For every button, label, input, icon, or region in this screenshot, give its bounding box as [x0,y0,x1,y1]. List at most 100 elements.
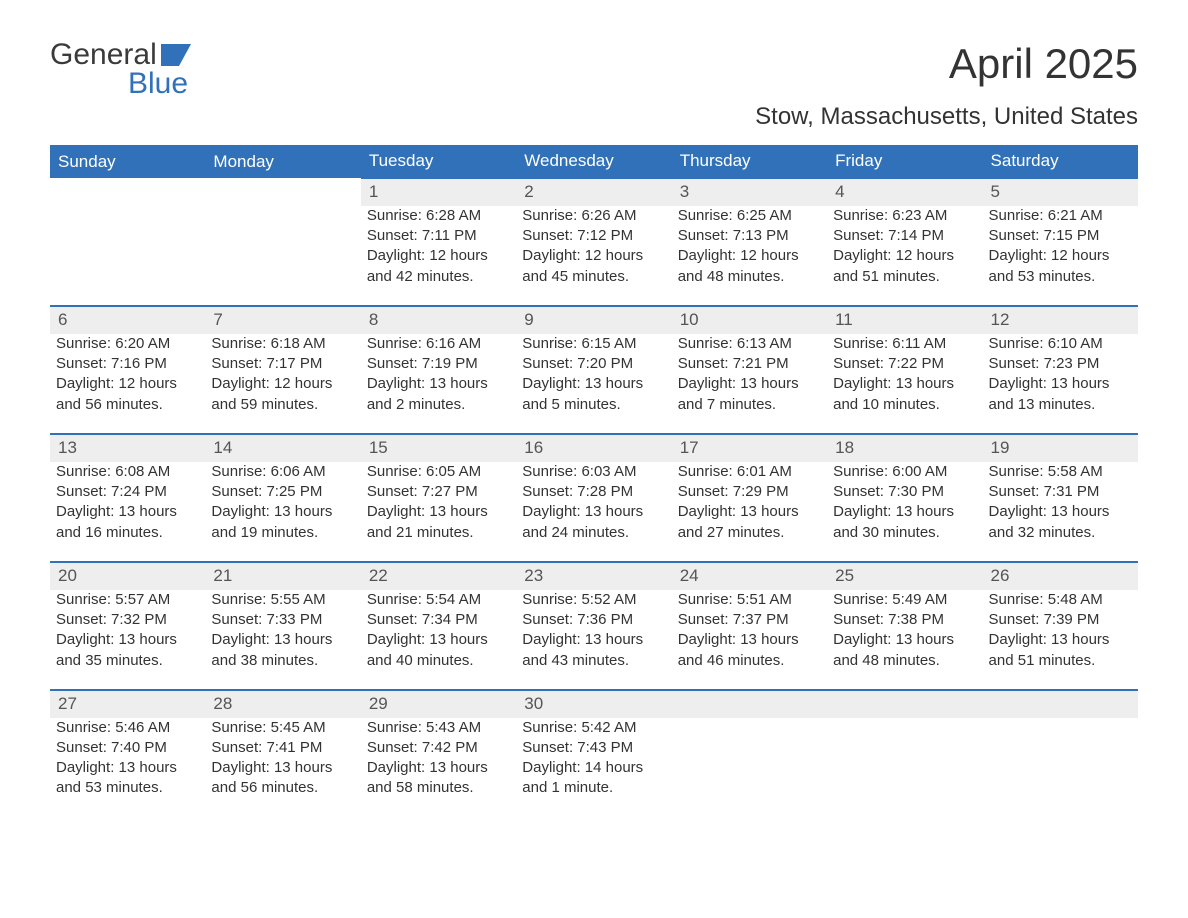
daylight-text: and 1 minute. [522,778,665,798]
day-number: 21 [213,566,232,585]
daynum-row: 6789101112 [50,306,1138,334]
day-detail-cell: Sunrise: 5:49 AMSunset: 7:38 PMDaylight:… [827,590,982,690]
day-number-cell [827,690,982,718]
day-number: 3 [680,182,689,201]
sunset-text: Sunset: 7:42 PM [367,738,510,758]
daylight-text: Daylight: 13 hours [678,502,821,522]
sunset-text: Sunset: 7:34 PM [367,610,510,630]
detail-row: Sunrise: 6:20 AMSunset: 7:16 PMDaylight:… [50,334,1138,434]
day-number-cell: 15 [361,434,516,462]
day-number-cell: 29 [361,690,516,718]
day-detail-cell [672,718,827,818]
sunset-text: Sunset: 7:13 PM [678,226,821,246]
logo-word-general: General [50,40,157,70]
day-number: 10 [680,310,699,329]
sunset-text: Sunset: 7:31 PM [989,482,1132,502]
day-number: 2 [524,182,533,201]
daylight-text: Daylight: 12 hours [56,374,199,394]
logo-word-blue: Blue [128,70,188,97]
sunset-text: Sunset: 7:30 PM [833,482,976,502]
day-number: 4 [835,182,844,201]
daylight-text: and 10 minutes. [833,395,976,415]
day-number-cell: 8 [361,306,516,334]
daylight-text: and 45 minutes. [522,267,665,287]
day-number-cell: 14 [205,434,360,462]
day-detail-cell: Sunrise: 6:05 AMSunset: 7:27 PMDaylight:… [361,462,516,562]
daylight-text: Daylight: 13 hours [989,374,1132,394]
daynum-row: 20212223242526 [50,562,1138,590]
day-detail-cell: Sunrise: 5:43 AMSunset: 7:42 PMDaylight:… [361,718,516,818]
day-number: 6 [58,310,67,329]
sunrise-text: Sunrise: 6:00 AM [833,462,976,482]
day-number: 12 [991,310,1010,329]
detail-row: Sunrise: 6:08 AMSunset: 7:24 PMDaylight:… [50,462,1138,562]
daylight-text: and 35 minutes. [56,651,199,671]
sunset-text: Sunset: 7:15 PM [989,226,1132,246]
day-detail-cell: Sunrise: 5:55 AMSunset: 7:33 PMDaylight:… [205,590,360,690]
weekday-header: Thursday [672,145,827,178]
day-number-cell: 23 [516,562,671,590]
sunrise-text: Sunrise: 5:54 AM [367,590,510,610]
daylight-text: and 51 minutes. [833,267,976,287]
sunset-text: Sunset: 7:39 PM [989,610,1132,630]
daylight-text: and 58 minutes. [367,778,510,798]
daylight-text: and 38 minutes. [211,651,354,671]
sunrise-text: Sunrise: 5:45 AM [211,718,354,738]
day-number-cell: 4 [827,178,982,206]
daylight-text: and 46 minutes. [678,651,821,671]
detail-row: Sunrise: 6:28 AMSunset: 7:11 PMDaylight:… [50,206,1138,306]
daylight-text: and 2 minutes. [367,395,510,415]
sunrise-text: Sunrise: 5:42 AM [522,718,665,738]
sunrise-text: Sunrise: 6:10 AM [989,334,1132,354]
day-number: 19 [991,438,1010,457]
day-detail-cell [827,718,982,818]
day-number-cell [983,690,1138,718]
daylight-text: Daylight: 14 hours [522,758,665,778]
day-number: 7 [213,310,222,329]
day-detail-cell: Sunrise: 6:26 AMSunset: 7:12 PMDaylight:… [516,206,671,306]
daylight-text: and 5 minutes. [522,395,665,415]
page-title: April 2025 [949,40,1138,88]
sunset-text: Sunset: 7:38 PM [833,610,976,630]
sunset-text: Sunset: 7:16 PM [56,354,199,374]
day-detail-cell: Sunrise: 6:25 AMSunset: 7:13 PMDaylight:… [672,206,827,306]
daylight-text: Daylight: 13 hours [367,758,510,778]
day-number-cell: 10 [672,306,827,334]
sunrise-text: Sunrise: 6:05 AM [367,462,510,482]
weekday-header: Sunday [50,145,205,178]
day-number-cell [205,178,360,206]
daylight-text: Daylight: 13 hours [367,502,510,522]
day-number-cell: 24 [672,562,827,590]
day-detail-cell: Sunrise: 5:45 AMSunset: 7:41 PMDaylight:… [205,718,360,818]
daylight-text: and 43 minutes. [522,651,665,671]
day-detail-cell: Sunrise: 6:20 AMSunset: 7:16 PMDaylight:… [50,334,205,434]
daylight-text: and 51 minutes. [989,651,1132,671]
sunrise-text: Sunrise: 5:58 AM [989,462,1132,482]
daylight-text: and 32 minutes. [989,523,1132,543]
day-number-cell: 22 [361,562,516,590]
sunset-text: Sunset: 7:20 PM [522,354,665,374]
day-number: 25 [835,566,854,585]
daylight-text: Daylight: 13 hours [56,502,199,522]
daylight-text: Daylight: 13 hours [367,630,510,650]
day-number-cell [672,690,827,718]
day-detail-cell: Sunrise: 6:13 AMSunset: 7:21 PMDaylight:… [672,334,827,434]
daylight-text: Daylight: 12 hours [989,246,1132,266]
day-detail-cell: Sunrise: 5:46 AMSunset: 7:40 PMDaylight:… [50,718,205,818]
sunrise-text: Sunrise: 6:26 AM [522,206,665,226]
daylight-text: Daylight: 12 hours [678,246,821,266]
day-number-cell: 28 [205,690,360,718]
calendar-table: Sunday Monday Tuesday Wednesday Thursday… [50,145,1138,818]
day-detail-cell: Sunrise: 6:03 AMSunset: 7:28 PMDaylight:… [516,462,671,562]
daylight-text: and 56 minutes. [211,778,354,798]
sunset-text: Sunset: 7:27 PM [367,482,510,502]
daylight-text: and 24 minutes. [522,523,665,543]
day-detail-cell: Sunrise: 6:01 AMSunset: 7:29 PMDaylight:… [672,462,827,562]
sunset-text: Sunset: 7:43 PM [522,738,665,758]
daylight-text: Daylight: 13 hours [367,374,510,394]
day-number: 29 [369,694,388,713]
daylight-text: and 59 minutes. [211,395,354,415]
daynum-row: 27282930 [50,690,1138,718]
day-number: 28 [213,694,232,713]
daylight-text: and 7 minutes. [678,395,821,415]
